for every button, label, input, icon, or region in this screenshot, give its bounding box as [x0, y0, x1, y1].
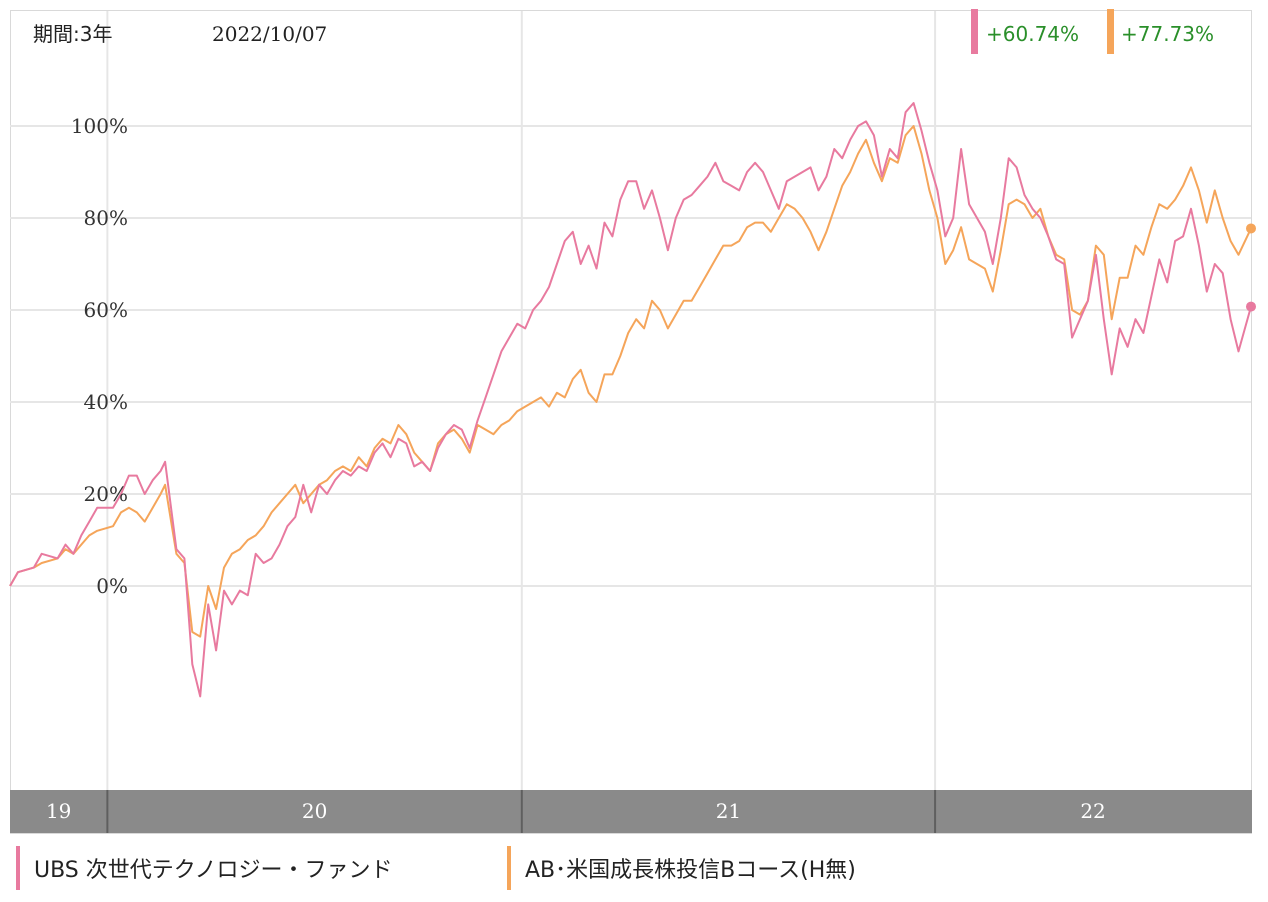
series-lines	[9, 102, 1252, 698]
y-tick-label: 0%	[96, 574, 128, 598]
y-tick-label: 60%	[84, 298, 128, 322]
end-return-orange: +77.73%	[1107, 9, 1214, 54]
y-tick-label: 80%	[84, 206, 128, 230]
series-end-point	[1246, 301, 1256, 312]
year-label: 19	[46, 799, 71, 823]
period-label: 期間:3年	[33, 22, 112, 46]
end-return-orange-value: +77.73%	[1121, 22, 1214, 46]
year-axis-labels: 19 20 21 22	[46, 799, 1106, 823]
year-axis-dividers	[106, 790, 937, 833]
year-axis-bar	[10, 790, 1252, 833]
y-tick-label: 40%	[84, 390, 128, 414]
end-return-pink-swatch	[971, 9, 978, 54]
year-label: 22	[1080, 799, 1105, 823]
y-gridlines	[10, 125, 1251, 587]
date-label: 2022/10/07	[212, 22, 327, 46]
year-label: 21	[716, 799, 741, 823]
legend: UBS 次世代テクノロジー・ファンド AB･米国成長株投信Bコース(H無)	[0, 840, 1268, 902]
legend-label-ab: AB･米国成長株投信Bコース(H無)	[525, 858, 856, 883]
legend-swatch-pink	[16, 846, 20, 890]
series-end-point	[1246, 223, 1256, 234]
x-year-gridlines	[106, 11, 937, 790]
performance-line-chart: 100% 80% 60% 40% 20% 0% 期間:3年 2022/10/07 +60.…	[9, 9, 1256, 834]
end-return-pink: +60.74%	[971, 9, 1079, 54]
series-end-markers	[1246, 223, 1256, 312]
legend-swatch-orange	[507, 846, 511, 890]
series-line	[9, 125, 1252, 638]
y-tick-label: 20%	[84, 482, 128, 506]
plot-border	[10, 10, 1252, 834]
y-axis-tick-labels: 100% 80% 60% 40% 20% 0%	[71, 114, 128, 598]
year-label: 20	[302, 799, 327, 823]
end-return-pink-value: +60.74%	[986, 22, 1079, 46]
chart-area: 100% 80% 60% 40% 20% 0% 期間:3年 2022/10/07 +60.…	[9, 9, 1256, 834]
legend-item-ubs: UBS 次世代テクノロジー・ファンド	[16, 846, 392, 890]
end-return-orange-swatch	[1107, 9, 1114, 54]
series-line	[9, 102, 1252, 698]
legend-label-ubs: UBS 次世代テクノロジー・ファンド	[34, 858, 393, 883]
legend-item-ab: AB･米国成長株投信Bコース(H無)	[507, 846, 856, 890]
y-tick-label: 100%	[71, 114, 128, 138]
